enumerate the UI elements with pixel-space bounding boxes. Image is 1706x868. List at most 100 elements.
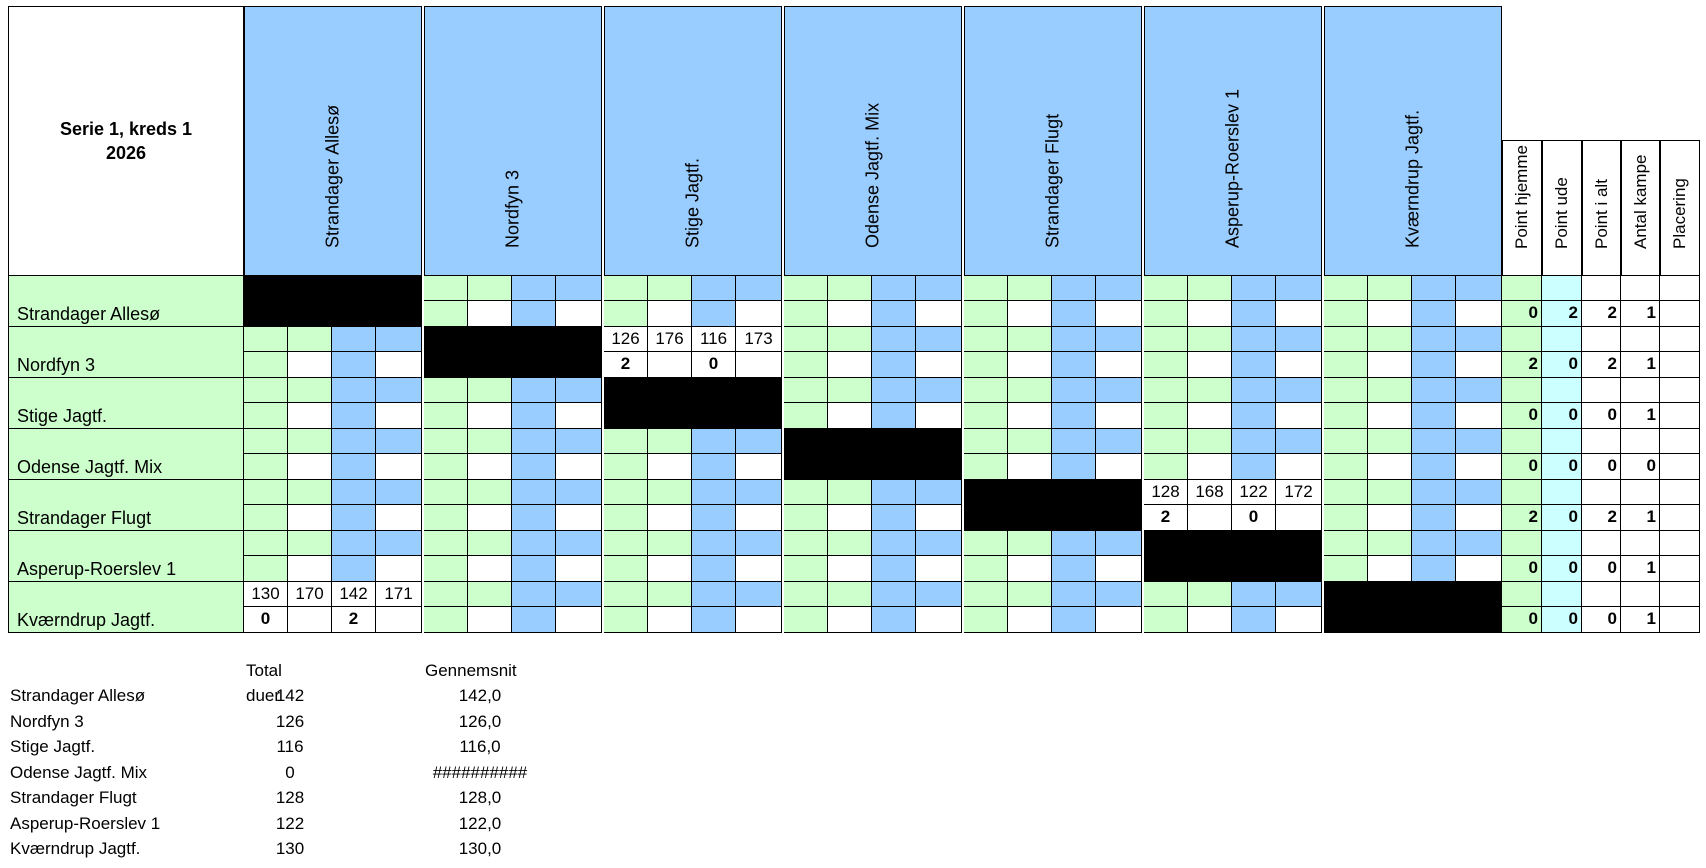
score-cell[interactable] bbox=[1008, 454, 1052, 480]
score-cell[interactable] bbox=[512, 607, 556, 633]
score-cell[interactable] bbox=[1144, 327, 1188, 352]
score-cell[interactable] bbox=[916, 403, 962, 429]
score-cell[interactable] bbox=[512, 276, 556, 301]
score-cell[interactable] bbox=[288, 454, 332, 480]
score-cell[interactable] bbox=[1052, 403, 1096, 429]
score-cell[interactable] bbox=[468, 301, 512, 327]
score-cell[interactable] bbox=[1232, 276, 1276, 301]
score-cell[interactable] bbox=[784, 378, 828, 403]
score-cell[interactable] bbox=[1412, 429, 1456, 454]
score-cell[interactable] bbox=[1188, 378, 1232, 403]
score-cell[interactable] bbox=[1008, 582, 1052, 607]
score-cell[interactable] bbox=[244, 454, 288, 480]
score-cell[interactable] bbox=[1144, 378, 1188, 403]
score-cell[interactable] bbox=[1412, 556, 1456, 582]
score-cell[interactable] bbox=[244, 352, 288, 378]
score-cell[interactable] bbox=[1144, 276, 1188, 301]
score-cell[interactable] bbox=[556, 276, 602, 301]
score-cell[interactable] bbox=[1052, 582, 1096, 607]
score-cell[interactable] bbox=[1096, 454, 1142, 480]
score-cell[interactable] bbox=[512, 480, 556, 505]
score-cell[interactable] bbox=[784, 505, 828, 531]
score-cell[interactable] bbox=[1052, 276, 1096, 301]
score-cell[interactable] bbox=[604, 582, 648, 607]
score-cell[interactable] bbox=[1368, 276, 1412, 301]
score-cell[interactable]: 171 bbox=[376, 582, 422, 607]
score-cell[interactable] bbox=[332, 403, 376, 429]
score-cell[interactable] bbox=[288, 607, 332, 633]
score-cell[interactable] bbox=[376, 352, 422, 378]
score-cell[interactable] bbox=[784, 276, 828, 301]
score-cell[interactable]: 0 bbox=[692, 352, 736, 378]
score-cell[interactable] bbox=[376, 327, 422, 352]
score-cell[interactable] bbox=[1368, 454, 1412, 480]
score-cell[interactable] bbox=[468, 582, 512, 607]
score-cell[interactable] bbox=[1324, 327, 1368, 352]
score-cell[interactable] bbox=[1232, 454, 1276, 480]
score-cell[interactable] bbox=[556, 301, 602, 327]
score-cell[interactable] bbox=[1368, 301, 1412, 327]
score-cell[interactable] bbox=[512, 505, 556, 531]
score-cell[interactable] bbox=[784, 480, 828, 505]
score-cell[interactable] bbox=[1456, 454, 1502, 480]
score-cell[interactable] bbox=[648, 480, 692, 505]
score-cell[interactable] bbox=[1096, 352, 1142, 378]
score-cell[interactable] bbox=[1052, 352, 1096, 378]
score-cell[interactable] bbox=[1008, 607, 1052, 633]
score-cell[interactable] bbox=[872, 582, 916, 607]
score-cell[interactable] bbox=[1052, 301, 1096, 327]
score-cell[interactable] bbox=[556, 454, 602, 480]
score-cell[interactable] bbox=[332, 429, 376, 454]
score-cell[interactable] bbox=[1008, 531, 1052, 556]
score-cell[interactable] bbox=[1276, 276, 1322, 301]
score-cell[interactable] bbox=[784, 607, 828, 633]
score-cell[interactable] bbox=[1368, 505, 1412, 531]
score-cell[interactable] bbox=[1456, 505, 1502, 531]
score-cell[interactable] bbox=[1276, 327, 1322, 352]
score-cell[interactable] bbox=[828, 352, 872, 378]
score-cell[interactable] bbox=[916, 352, 962, 378]
score-cell[interactable] bbox=[916, 301, 962, 327]
score-cell[interactable] bbox=[1412, 276, 1456, 301]
score-cell[interactable] bbox=[604, 480, 648, 505]
score-cell[interactable] bbox=[828, 556, 872, 582]
score-cell[interactable] bbox=[604, 607, 648, 633]
score-cell[interactable] bbox=[1276, 454, 1322, 480]
score-cell[interactable]: 130 bbox=[244, 582, 288, 607]
score-cell[interactable] bbox=[512, 556, 556, 582]
score-cell[interactable] bbox=[468, 276, 512, 301]
score-cell[interactable] bbox=[1324, 378, 1368, 403]
score-cell[interactable] bbox=[1232, 582, 1276, 607]
score-cell[interactable] bbox=[424, 505, 468, 531]
score-cell[interactable] bbox=[424, 454, 468, 480]
score-cell[interactable] bbox=[916, 276, 962, 301]
score-cell[interactable] bbox=[964, 531, 1008, 556]
score-cell[interactable] bbox=[288, 403, 332, 429]
score-cell[interactable] bbox=[648, 556, 692, 582]
score-cell[interactable] bbox=[872, 378, 916, 403]
score-cell[interactable]: 0 bbox=[1232, 505, 1276, 531]
score-cell[interactable] bbox=[1368, 531, 1412, 556]
score-cell[interactable] bbox=[1456, 276, 1502, 301]
score-cell[interactable] bbox=[1368, 480, 1412, 505]
score-cell[interactable] bbox=[1368, 378, 1412, 403]
score-cell[interactable] bbox=[964, 429, 1008, 454]
score-cell[interactable] bbox=[1276, 378, 1322, 403]
score-cell[interactable] bbox=[964, 378, 1008, 403]
score-cell[interactable] bbox=[964, 607, 1008, 633]
score-cell[interactable] bbox=[1008, 429, 1052, 454]
score-cell[interactable] bbox=[1276, 505, 1322, 531]
score-cell[interactable] bbox=[424, 301, 468, 327]
score-cell[interactable] bbox=[332, 352, 376, 378]
score-cell[interactable] bbox=[1324, 531, 1368, 556]
score-cell[interactable] bbox=[916, 556, 962, 582]
score-cell[interactable] bbox=[1008, 301, 1052, 327]
score-cell[interactable] bbox=[1232, 378, 1276, 403]
score-cell[interactable] bbox=[872, 352, 916, 378]
score-cell[interactable] bbox=[1144, 607, 1188, 633]
score-cell[interactable] bbox=[1412, 480, 1456, 505]
score-cell[interactable] bbox=[512, 403, 556, 429]
score-cell[interactable] bbox=[376, 480, 422, 505]
score-cell[interactable] bbox=[244, 327, 288, 352]
score-cell[interactable]: 173 bbox=[736, 327, 782, 352]
